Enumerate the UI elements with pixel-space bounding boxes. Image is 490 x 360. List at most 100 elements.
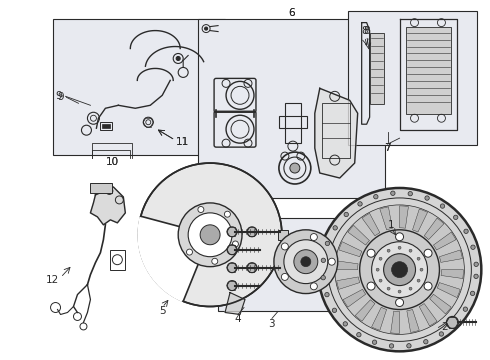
Wedge shape [362, 213, 380, 236]
Circle shape [247, 227, 257, 237]
Circle shape [464, 229, 468, 234]
Circle shape [367, 282, 375, 290]
Text: 3: 3 [269, 319, 275, 329]
Circle shape [310, 234, 318, 240]
Circle shape [333, 226, 337, 230]
Wedge shape [424, 218, 444, 239]
Circle shape [398, 290, 401, 293]
Circle shape [390, 344, 394, 348]
Circle shape [188, 213, 232, 257]
Circle shape [409, 249, 412, 252]
Text: 7: 7 [384, 143, 391, 153]
Bar [52, 19, 225, 155]
Circle shape [294, 250, 318, 274]
Circle shape [395, 298, 404, 306]
Bar [102, 124, 110, 128]
Wedge shape [337, 277, 360, 289]
Text: 6: 6 [289, 8, 295, 18]
Wedge shape [419, 303, 437, 326]
Text: 9: 9 [55, 91, 62, 101]
Circle shape [371, 242, 427, 298]
Circle shape [379, 279, 382, 282]
Circle shape [274, 230, 338, 293]
Circle shape [281, 274, 288, 280]
Circle shape [376, 268, 379, 271]
Circle shape [463, 307, 467, 311]
Circle shape [398, 246, 401, 249]
Wedge shape [355, 300, 375, 321]
Bar [348, 11, 477, 145]
Circle shape [332, 308, 337, 312]
Wedge shape [440, 250, 463, 262]
Circle shape [424, 339, 428, 344]
Circle shape [439, 332, 443, 336]
Circle shape [474, 274, 478, 279]
Wedge shape [434, 232, 456, 250]
Bar [369, 32, 384, 104]
Wedge shape [399, 206, 409, 228]
Circle shape [391, 191, 395, 195]
Circle shape [178, 203, 242, 267]
Text: 8: 8 [364, 26, 370, 36]
Text: 11: 11 [175, 137, 189, 147]
Circle shape [392, 262, 408, 278]
Bar [322, 103, 350, 158]
Circle shape [212, 258, 218, 264]
Circle shape [441, 204, 445, 208]
Circle shape [284, 240, 328, 284]
Circle shape [367, 249, 375, 257]
Circle shape [227, 245, 237, 255]
Wedge shape [407, 310, 419, 332]
Circle shape [310, 283, 318, 290]
Wedge shape [336, 261, 358, 270]
Bar [406, 27, 451, 114]
Text: 9: 9 [57, 92, 64, 102]
Circle shape [374, 194, 378, 199]
Circle shape [357, 333, 361, 337]
Text: 1: 1 [388, 220, 395, 230]
Text: 12: 12 [46, 275, 59, 285]
Text: 5: 5 [159, 306, 166, 316]
Circle shape [379, 257, 382, 260]
Bar [110, 250, 125, 270]
Wedge shape [339, 242, 362, 257]
Circle shape [328, 258, 335, 265]
Wedge shape [343, 289, 366, 307]
Wedge shape [348, 225, 369, 245]
Circle shape [425, 196, 429, 200]
Circle shape [281, 243, 288, 250]
Text: 10: 10 [106, 157, 119, 167]
Bar [285, 103, 301, 143]
Circle shape [372, 340, 377, 345]
Circle shape [474, 262, 478, 266]
Circle shape [384, 254, 416, 285]
Circle shape [321, 275, 325, 280]
Circle shape [453, 321, 457, 325]
Bar [100, 122, 112, 130]
Polygon shape [315, 88, 358, 178]
Circle shape [343, 322, 347, 326]
Circle shape [335, 205, 465, 334]
Polygon shape [91, 187, 125, 225]
Bar [279, 116, 307, 128]
Circle shape [417, 279, 420, 282]
Circle shape [227, 227, 237, 237]
Circle shape [227, 263, 237, 273]
Polygon shape [225, 293, 245, 315]
Circle shape [325, 241, 330, 246]
Circle shape [358, 202, 362, 206]
Circle shape [247, 263, 257, 273]
Circle shape [446, 316, 458, 328]
Circle shape [224, 211, 230, 217]
Circle shape [290, 163, 300, 173]
Circle shape [301, 257, 311, 267]
Circle shape [205, 27, 208, 30]
Wedge shape [437, 283, 460, 298]
Circle shape [321, 258, 325, 262]
Text: 7: 7 [384, 143, 391, 153]
Circle shape [424, 282, 432, 290]
Circle shape [325, 292, 329, 297]
Circle shape [198, 207, 204, 212]
Wedge shape [391, 311, 399, 333]
Circle shape [471, 245, 475, 249]
